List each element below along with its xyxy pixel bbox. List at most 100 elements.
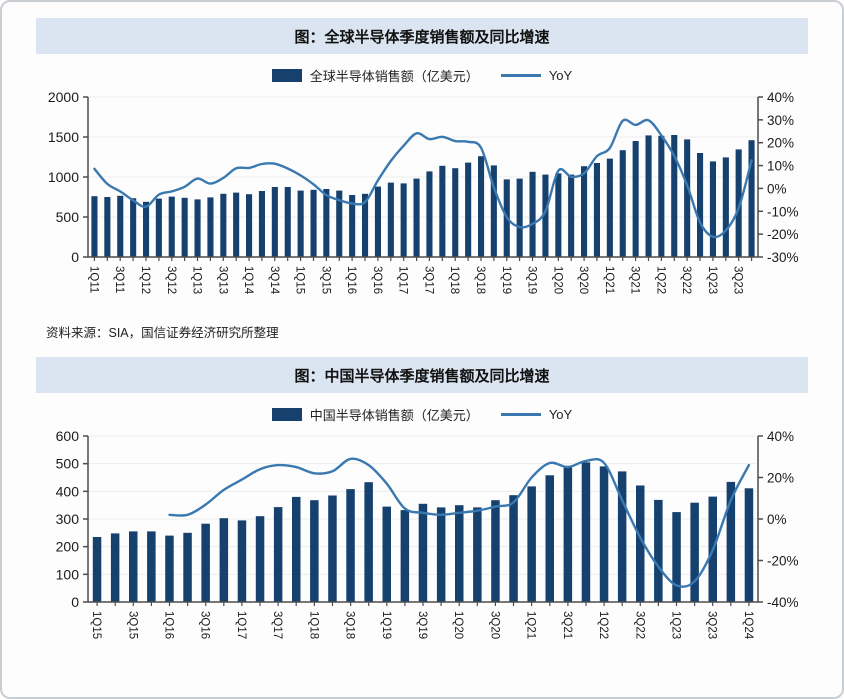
bar: [619, 150, 626, 257]
line-series-label: YoY: [548, 68, 573, 83]
x-tick-label: 3Q20: [488, 611, 500, 639]
x-tick-label: 1Q19: [380, 611, 392, 639]
x-tick-label: 1Q23: [706, 266, 718, 294]
x-tick-label: 3Q17: [271, 611, 283, 639]
bar: [542, 174, 549, 257]
bar: [455, 505, 464, 602]
bar: [516, 178, 523, 257]
bar: [328, 495, 337, 602]
x-tick-label: 1Q11: [87, 266, 99, 293]
left-tick-label: 100: [56, 566, 80, 582]
left-tick-label: 1000: [48, 169, 79, 185]
bar: [426, 171, 433, 257]
x-tick-label: 3Q15: [319, 266, 331, 294]
bar: [658, 135, 665, 257]
bar: [323, 189, 330, 257]
x-tick-label: 1Q15: [294, 266, 306, 294]
bar: [568, 174, 575, 257]
x-tick-label: 1Q17: [235, 611, 247, 639]
x-tick-label: 3Q12: [165, 266, 177, 294]
right-tick-label: 10%: [767, 159, 794, 174]
bar: [697, 153, 704, 257]
source-note: 资料来源：SIA，国信证券经济研究所整理: [46, 326, 279, 340]
bar: [92, 537, 102, 602]
left-tick-label: 300: [56, 511, 80, 527]
x-tick-label: 3Q13: [216, 266, 228, 294]
bar: [246, 194, 253, 257]
right-tick-label: 40%: [767, 90, 794, 105]
bar: [220, 193, 227, 257]
bar: [581, 166, 588, 257]
bar: [207, 197, 214, 257]
bar: [645, 135, 652, 257]
x-tick-label: 1Q12: [139, 266, 151, 294]
left-tick-label: 0: [71, 249, 79, 265]
bar: [310, 189, 317, 257]
bar: [617, 471, 627, 602]
line-series-swatch: [500, 413, 541, 416]
line-series-swatch: [500, 74, 541, 77]
x-tick-label: 1Q15: [90, 611, 102, 639]
x-tick-label: 3Q22: [633, 611, 645, 639]
bar: [284, 187, 291, 257]
left-tick-label: 600: [56, 428, 80, 444]
x-tick-label: 1Q20: [452, 611, 464, 639]
bar: [362, 193, 369, 257]
x-tick-label: 1Q21: [525, 611, 537, 639]
left-tick-label: 400: [56, 483, 80, 499]
bar: [233, 192, 240, 257]
bar: [690, 502, 699, 602]
yoy-line: [93, 118, 753, 239]
bar: [117, 195, 124, 257]
x-tick-label: 1Q18: [307, 611, 319, 639]
line-series-label: YoY: [548, 407, 573, 422]
bar: [744, 488, 754, 602]
bar: [473, 507, 482, 602]
bar: [110, 533, 120, 602]
bar: [104, 197, 111, 257]
china-chart-legend: 中国半导体销售额（亿美元） YoY: [2, 405, 842, 424]
bar: [606, 158, 613, 257]
bar: [297, 190, 304, 257]
bar: [147, 531, 156, 602]
china-chart-title: 图：中国半导体季度销售额及同比增速: [36, 357, 808, 393]
bar: [672, 512, 681, 602]
bar: [168, 196, 175, 257]
x-tick-label: 3Q14: [268, 266, 280, 295]
bar: [555, 173, 562, 257]
bar: [671, 135, 678, 257]
right-tick-label: -30%: [767, 250, 799, 265]
x-tick-label: 1Q14: [242, 266, 254, 295]
bar: [310, 500, 319, 602]
bar: [726, 481, 736, 602]
right-tick-label: -20%: [767, 227, 799, 242]
bar: [527, 486, 536, 602]
bar-series-label: 中国半导体销售额（亿美元）: [309, 408, 479, 423]
x-tick-label: 1Q22: [654, 266, 666, 294]
bar: [722, 157, 729, 257]
bar: [632, 141, 639, 257]
x-tick-label: 3Q19: [416, 611, 428, 639]
x-tick-label: 3Q20: [577, 266, 589, 294]
bar: [91, 196, 98, 257]
bar: [349, 195, 356, 257]
bar: [709, 161, 716, 257]
bar: [165, 535, 174, 602]
right-tick-label: -40%: [767, 595, 799, 610]
bar: [581, 462, 591, 602]
bar: [183, 532, 192, 602]
x-tick-label: 1Q22: [597, 611, 609, 639]
x-tick-label: 1Q16: [162, 611, 174, 639]
bar: [364, 482, 373, 602]
x-tick-label: 1Q24: [742, 611, 754, 640]
left-tick-label: 200: [56, 539, 80, 555]
right-tick-label: 0%: [767, 512, 787, 527]
bar-series-swatch: [271, 408, 302, 421]
bar: [194, 199, 201, 257]
bar: [684, 139, 691, 257]
bar: [735, 149, 742, 257]
bar: [491, 500, 500, 602]
right-tick-label: 40%: [767, 429, 794, 444]
bar: [563, 465, 573, 602]
left-tick-label: 1500: [48, 129, 79, 145]
